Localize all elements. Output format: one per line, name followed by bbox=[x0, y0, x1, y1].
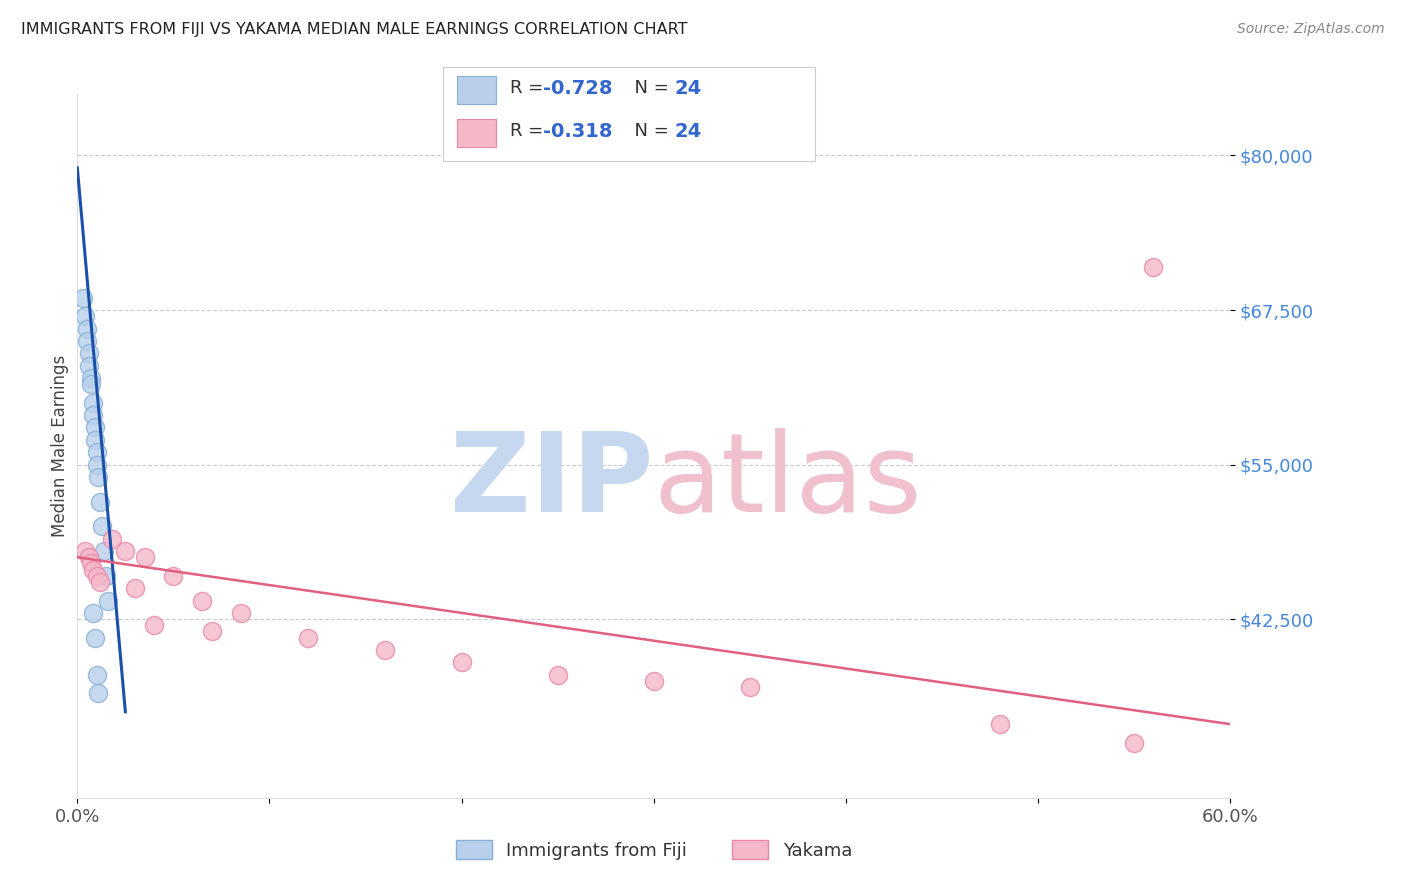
Point bbox=[87, 686, 110, 700]
Point bbox=[80, 377, 103, 392]
Point bbox=[73, 309, 96, 323]
Text: Source: ZipAtlas.com: Source: ZipAtlas.com bbox=[1237, 22, 1385, 37]
Point bbox=[101, 532, 124, 546]
Y-axis label: Median Male Earnings: Median Male Earnings bbox=[51, 355, 69, 537]
Point bbox=[86, 445, 108, 459]
Point bbox=[76, 334, 98, 348]
Point bbox=[738, 680, 761, 694]
Point bbox=[547, 667, 569, 681]
Point bbox=[134, 550, 156, 565]
Point bbox=[77, 346, 100, 360]
Point bbox=[191, 593, 214, 607]
Text: -0.318: -0.318 bbox=[543, 121, 612, 141]
Point bbox=[201, 624, 224, 639]
Text: 24: 24 bbox=[675, 121, 702, 141]
Point bbox=[988, 717, 1011, 731]
Point bbox=[124, 581, 146, 595]
Point bbox=[97, 593, 120, 607]
Point bbox=[83, 631, 105, 645]
Point bbox=[87, 470, 110, 484]
Point bbox=[80, 371, 103, 385]
Point bbox=[1123, 736, 1146, 750]
Text: 24: 24 bbox=[675, 78, 702, 98]
Point bbox=[1142, 260, 1164, 274]
Text: N =: N = bbox=[623, 79, 675, 97]
Point bbox=[162, 569, 184, 583]
Text: N =: N = bbox=[623, 122, 675, 140]
Point bbox=[77, 359, 100, 373]
Point bbox=[83, 433, 105, 447]
Point bbox=[91, 519, 114, 533]
Point bbox=[143, 618, 166, 632]
Point bbox=[76, 321, 98, 335]
Point bbox=[80, 557, 103, 571]
Point bbox=[82, 606, 104, 620]
Point bbox=[93, 544, 115, 558]
Point bbox=[77, 550, 100, 565]
Text: R =: R = bbox=[510, 122, 550, 140]
Point bbox=[114, 544, 136, 558]
Point bbox=[89, 494, 111, 508]
Point bbox=[83, 420, 105, 434]
Point bbox=[82, 395, 104, 409]
Text: -0.728: -0.728 bbox=[543, 78, 612, 98]
Point bbox=[82, 563, 104, 577]
Point bbox=[86, 667, 108, 681]
Text: IMMIGRANTS FROM FIJI VS YAKAMA MEDIAN MALE EARNINGS CORRELATION CHART: IMMIGRANTS FROM FIJI VS YAKAMA MEDIAN MA… bbox=[21, 22, 688, 37]
Point bbox=[86, 569, 108, 583]
Point bbox=[86, 458, 108, 472]
Point bbox=[374, 643, 396, 657]
Point bbox=[643, 673, 665, 688]
Point bbox=[82, 408, 104, 422]
Text: atlas: atlas bbox=[654, 428, 922, 534]
Point bbox=[73, 544, 96, 558]
Legend: Immigrants from Fiji, Yakama: Immigrants from Fiji, Yakama bbox=[449, 833, 859, 867]
Point bbox=[89, 574, 111, 589]
Point bbox=[72, 291, 94, 305]
Text: R =: R = bbox=[510, 79, 550, 97]
Text: ZIP: ZIP bbox=[450, 428, 654, 534]
Point bbox=[450, 656, 472, 670]
Point bbox=[297, 631, 319, 645]
Point bbox=[96, 569, 117, 583]
Point bbox=[229, 606, 252, 620]
